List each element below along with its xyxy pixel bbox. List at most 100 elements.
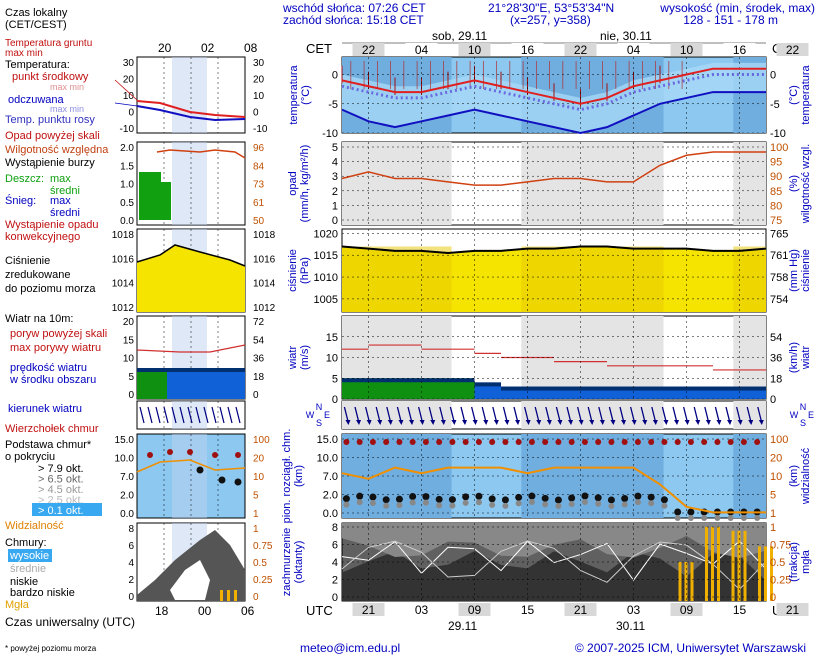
legend-humidity: Wilgotność względna bbox=[5, 144, 109, 156]
legend-tick-right: 73 bbox=[253, 180, 265, 191]
legend-feels-line bbox=[136, 105, 246, 122]
y-tick-left: 1010 bbox=[314, 272, 338, 284]
cloud-top-dot bbox=[714, 439, 721, 445]
legend-storm: Wystąpienie burzy bbox=[5, 157, 95, 169]
legend-tick-left: 7.0 bbox=[120, 472, 134, 483]
legend-wind-speed: prędkość wiatru w środku obszaru bbox=[9, 362, 96, 386]
footer-email[interactable]: meteo@icm.edu.pl bbox=[300, 641, 400, 655]
fog-bar bbox=[758, 546, 761, 601]
temperature-line bbox=[341, 67, 766, 105]
mini-top-hour: 02 bbox=[201, 41, 215, 55]
top-hour-cell bbox=[723, 43, 756, 56]
legend-rain: Deszcz: bbox=[5, 173, 44, 185]
night-shade bbox=[172, 142, 207, 225]
pressure-axis-label-right: (mm Hg)ciśnienie bbox=[788, 249, 812, 292]
wind-axis-label-right-line: (km/h) bbox=[788, 342, 800, 373]
wind-speed-top bbox=[501, 386, 528, 391]
y-tick-right: 1 bbox=[770, 508, 776, 520]
cloud-base-dot-light bbox=[422, 499, 429, 506]
bottom-hour-label: 15 bbox=[733, 603, 747, 617]
legend-cloudbase-title-line: o pokryciu bbox=[5, 451, 55, 463]
day-label-1: sob, 29.11 bbox=[432, 29, 487, 43]
wind-arrow-head bbox=[366, 420, 372, 425]
legend-tick-left: 15.0 bbox=[115, 435, 135, 446]
legend-occurrence-line: Wystąpienie opadu bbox=[5, 219, 98, 231]
legend-tick-right: 1018 bbox=[253, 230, 276, 241]
cloudbase-axis-label-line: (km) bbox=[293, 465, 305, 487]
wind-speed-top bbox=[713, 386, 740, 391]
wind-arrow-head bbox=[727, 420, 733, 425]
pressure-axis-label-right-line: ciśnienie bbox=[800, 249, 812, 292]
mid-cloud-area bbox=[342, 523, 766, 558]
cloud-base-dot bbox=[356, 492, 364, 500]
y-tick-left: 7.0 bbox=[323, 471, 338, 483]
y-tick-right: 0.25 bbox=[770, 575, 791, 587]
legend-tick-right: 61 bbox=[253, 198, 265, 209]
cloud-top-dot bbox=[687, 439, 694, 445]
y-tick-left: 5 bbox=[332, 142, 338, 154]
bottom-hour-label: 15 bbox=[521, 603, 535, 617]
legend-tick-right: -10 bbox=[253, 124, 268, 135]
cloud-base-dot-light bbox=[528, 499, 535, 506]
night-shade bbox=[521, 246, 664, 312]
wind-arrow-head bbox=[748, 420, 754, 425]
cloud-base-dot bbox=[581, 492, 589, 500]
visibility-axis-label-line: widzialność bbox=[800, 447, 812, 505]
cloud-base-dot bbox=[382, 496, 390, 504]
cloud-base-dot bbox=[554, 496, 562, 504]
y-tick-right: 758 bbox=[770, 272, 788, 284]
y-tick-right: 0.5 bbox=[770, 557, 785, 569]
top-hour-label: 16 bbox=[733, 43, 747, 57]
wind-axis-label-line: (m/s) bbox=[299, 345, 311, 370]
legend-dew: Temp. punktu rosy bbox=[5, 114, 95, 126]
cloud-base-dot-light bbox=[581, 499, 588, 506]
wind-arrow-head bbox=[483, 420, 489, 425]
cloud-top-dot bbox=[489, 439, 496, 445]
wind-speed-top bbox=[421, 378, 448, 383]
y-tick-right: 1 bbox=[770, 522, 776, 534]
y-tick-left: 3 bbox=[332, 171, 338, 183]
cloud-top-dot bbox=[409, 439, 416, 445]
legend-tick-left: 10 bbox=[123, 354, 135, 365]
legend-visibility: Widzialność bbox=[5, 520, 64, 532]
night-shade bbox=[342, 401, 452, 429]
wind-arrow-head bbox=[684, 420, 690, 425]
legend-cloudbase-title-line: Podstawa chmur* bbox=[5, 439, 92, 451]
cloud-base-dot-light bbox=[714, 515, 721, 521]
bottom-hour-label: 21 bbox=[574, 603, 588, 617]
legend-pointer bbox=[114, 79, 138, 101]
cloud-top-dot bbox=[555, 439, 562, 445]
cloud-base-dot-light bbox=[595, 500, 602, 507]
y-tick-right: 0 bbox=[770, 592, 776, 604]
pressure-axis-label: ciśnienie(hPa) bbox=[287, 249, 311, 292]
legend-ground-temp-line: Temperatura gruntu bbox=[5, 38, 92, 49]
legend-tick-left: 0 bbox=[128, 390, 134, 401]
cloud-base-dot bbox=[594, 494, 602, 502]
night-shade bbox=[342, 246, 452, 312]
legend-wind-arrow bbox=[147, 406, 153, 424]
cloudbase-axis-label: pion. rozciągł. chm.(km) bbox=[281, 429, 305, 524]
y-tick-left: 4 bbox=[332, 557, 338, 569]
wind-arrow-head bbox=[599, 420, 605, 425]
top-hour-cell bbox=[564, 43, 597, 56]
wind-arrow-head bbox=[737, 420, 743, 425]
legend-cloud-base-dot bbox=[234, 478, 242, 486]
fog-bar bbox=[743, 530, 747, 601]
top-hour-cell bbox=[511, 43, 544, 56]
fog-bar bbox=[705, 526, 708, 601]
night-shade bbox=[733, 142, 766, 225]
y-tick-right: 765 bbox=[770, 228, 788, 240]
wind-arrow-head bbox=[398, 420, 404, 425]
wind-arrow-head bbox=[705, 420, 711, 425]
wind-arrow-head bbox=[621, 420, 627, 425]
legend-tick-left: 10.0 bbox=[115, 454, 135, 465]
y-tick-left: 0.0 bbox=[323, 508, 338, 520]
cloud-base-dot-light bbox=[515, 500, 522, 507]
wind-speed-top bbox=[342, 378, 369, 383]
top-hour-cell bbox=[617, 43, 650, 56]
wind-arrow-head bbox=[493, 420, 499, 425]
legend-tick-right: 20 bbox=[253, 75, 265, 86]
legend-fog-bar bbox=[227, 590, 230, 601]
legend-tick-left: 2.0 bbox=[120, 143, 134, 154]
legend-gust-above: poryw powyżej skali bbox=[10, 328, 107, 340]
